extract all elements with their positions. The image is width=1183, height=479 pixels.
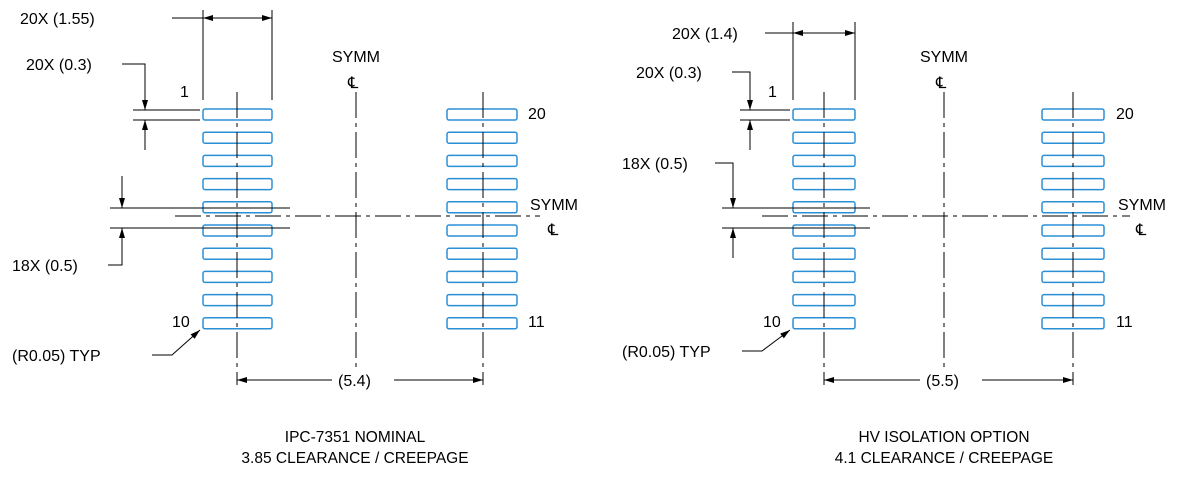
right-pad-array — [793, 109, 1104, 329]
right-pin-10-label: 10 — [763, 314, 781, 331]
right-pitch-leader — [715, 163, 733, 208]
left-symm-top-centerline-icon: ℄ — [347, 75, 359, 92]
right-land-pattern-view: 20X (1.4) 20X (0.3) 1 18X (0.5) SYMM ℄ S… — [622, 22, 1166, 467]
left-caption-line-1: IPC-7351 NOMINAL — [285, 429, 426, 446]
right-symm-top-label: SYMM — [920, 49, 968, 66]
left-pad-row-b-pad — [447, 179, 517, 190]
right-row-span-label: (5.5) — [926, 373, 959, 390]
left-pad-width-leader — [122, 64, 145, 110]
left-symm-side-centerline-icon: ℄ — [547, 222, 559, 239]
left-symm-top-label: SYMM — [332, 49, 380, 66]
right-pin-1-label: 1 — [768, 84, 777, 101]
right-pad-width-label: 20X (0.3) — [636, 65, 702, 82]
left-pad-row-b-pad — [447, 225, 517, 236]
left-pad-row-b-pad — [447, 109, 517, 120]
right-pin-20-label: 20 — [1116, 106, 1134, 123]
left-symm-side-label: SYMM — [530, 197, 578, 214]
right-pad-width-leader — [732, 72, 750, 110]
left-pad-row-b-pad — [447, 271, 517, 282]
left-land-pattern-view: 20X (1.55) 20X (0.3) 1 18X (0.5) SYMM ℄ … — [12, 10, 578, 467]
right-symm-side-label: SYMM — [1118, 197, 1166, 214]
left-pad-array — [203, 109, 517, 329]
right-corner-radius-leader — [742, 330, 790, 351]
left-pad-row-b-pad — [447, 318, 517, 329]
right-symm-top-centerline-icon: ℄ — [935, 75, 947, 92]
right-pad-length-label: 20X (1.4) — [672, 26, 738, 43]
left-pad-row-b-pad — [447, 202, 517, 213]
left-pitch-leader — [108, 228, 122, 265]
left-corner-radius-label: (R0.05) TYP — [12, 348, 101, 365]
left-pad-row-b-pad — [447, 155, 517, 166]
left-caption-line-2: 3.85 CLEARANCE / CREEPAGE — [241, 450, 468, 467]
left-pad-row-b-pad — [447, 132, 517, 143]
right-symm-side-centerline-icon: ℄ — [1135, 222, 1147, 239]
left-pin-10-label: 10 — [172, 314, 190, 331]
right-corner-radius-label: (R0.05) TYP — [622, 344, 711, 361]
left-row-span-label: (5.4) — [338, 373, 371, 390]
right-pin-11-label: 11 — [1116, 314, 1133, 331]
left-pin-1-label: 1 — [180, 84, 189, 101]
left-pad-width-label: 20X (0.3) — [26, 57, 92, 74]
left-pin-20-label: 20 — [528, 106, 546, 123]
left-pin-11-label: 11 — [528, 314, 545, 331]
right-caption-line-1: HV ISOLATION OPTION — [858, 429, 1029, 446]
right-caption-line-2: 4.1 CLEARANCE / CREEPAGE — [835, 450, 1054, 467]
left-pad-length-label: 20X (1.55) — [20, 11, 95, 28]
left-pad-row-b-pad — [447, 248, 517, 259]
left-pitch-label: 18X (0.5) — [12, 258, 78, 275]
right-pitch-label: 18X (0.5) — [622, 156, 688, 173]
left-pad-row-b-pad — [447, 295, 517, 306]
left-corner-radius-leader — [152, 330, 200, 355]
